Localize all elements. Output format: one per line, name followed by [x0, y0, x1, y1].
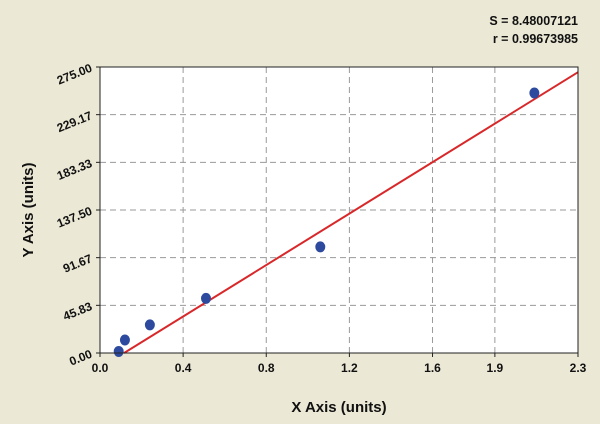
data-point: [315, 241, 326, 253]
y-tick-label: 0.00: [67, 347, 94, 369]
x-axis-ticks: 0.0 0.4 0.8 1.2 1.6 1.9 2.3: [92, 353, 587, 375]
x-tick-label: 1.2: [341, 361, 358, 375]
data-point: [529, 87, 540, 99]
x-tick-label: 1.9: [487, 361, 504, 375]
fit-line: [123, 71, 579, 354]
x-tick-label: 0.8: [258, 361, 275, 375]
grid: [100, 67, 578, 353]
plot-frame: [99, 66, 579, 354]
stat-r-value: r = 0.99673985: [492, 32, 578, 46]
y-tick-label: 229.17: [55, 108, 95, 135]
x-tick-label: 0.0: [92, 361, 109, 375]
x-tick-label: 0.4: [175, 361, 192, 375]
data-point: [200, 292, 211, 304]
y-tick-label: 275.00: [55, 61, 95, 88]
y-axis-ticks: 0.00 45.83 91.67 137.50 183.33 229.17 275.00: [55, 61, 100, 369]
y-tick-label: 183.33: [55, 156, 95, 183]
x-tick-label: 1.6: [424, 361, 441, 375]
data-point: [119, 334, 130, 346]
data-points: [113, 87, 540, 357]
plot-area: [100, 67, 578, 353]
y-tick-label: 91.67: [61, 251, 94, 275]
x-axis-title: X Axis (units): [291, 399, 386, 416]
stat-s-value: S = 8.48007121: [489, 14, 578, 28]
data-point: [144, 319, 155, 331]
x-tick-label: 2.3: [570, 361, 587, 375]
y-axis-title: Y Axis (units): [20, 162, 37, 257]
data-point: [113, 345, 124, 357]
y-tick-label: 137.50: [55, 204, 95, 231]
y-tick-label: 45.83: [61, 299, 94, 323]
